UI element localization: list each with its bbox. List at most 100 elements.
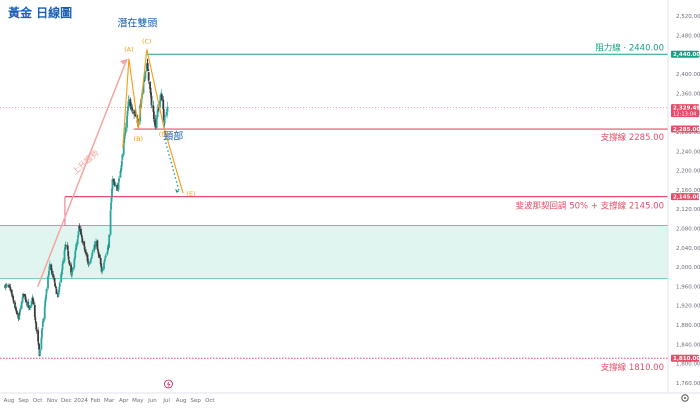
candle-body xyxy=(20,301,23,309)
candle-body xyxy=(58,282,61,287)
candle-body xyxy=(84,250,87,253)
candle-body xyxy=(80,234,83,236)
candle-body xyxy=(63,250,66,262)
candle-body xyxy=(48,270,50,276)
level-annotation: 支撐線 2285.00 xyxy=(601,132,664,143)
candle-body xyxy=(162,109,165,120)
price-label-text: 2,145.00 xyxy=(673,194,700,200)
candle-body xyxy=(34,316,37,321)
candle-body xyxy=(126,110,129,116)
candle-body xyxy=(101,268,104,272)
candle-body xyxy=(132,111,135,114)
pattern-point-label: (D) xyxy=(159,131,169,139)
pattern-point-label: (E) xyxy=(186,190,195,198)
candle-body xyxy=(120,160,123,166)
price-label-box xyxy=(671,125,699,133)
uptrend-arrowhead-icon xyxy=(120,59,128,65)
candle-body xyxy=(4,285,7,288)
candle-body xyxy=(38,344,40,350)
x-tick-label: Mar xyxy=(104,398,115,404)
pattern-point-label: (C) xyxy=(142,37,152,45)
candle-body xyxy=(39,349,41,356)
candle-body xyxy=(9,287,12,291)
level-annotation: 斐波那契回調 50% + 支撐線 2145.00 xyxy=(516,201,664,212)
x-tick-label: Jul xyxy=(162,398,170,404)
candle-body xyxy=(116,190,119,191)
candle-body xyxy=(24,295,27,300)
candle-body xyxy=(106,247,109,253)
candle-body xyxy=(100,267,103,272)
candle-body xyxy=(89,259,92,263)
candle-body xyxy=(88,262,91,265)
candle-body xyxy=(12,300,15,303)
y-tick-label: 2,280.00 xyxy=(676,130,700,136)
candle-body xyxy=(149,81,151,90)
candle-body xyxy=(64,244,67,246)
candle-body xyxy=(162,99,165,110)
candle-body xyxy=(62,260,64,264)
candle-body xyxy=(131,107,134,111)
candle-body xyxy=(55,286,57,289)
candle-body xyxy=(101,270,103,272)
candle-body xyxy=(48,266,51,271)
candle-body xyxy=(164,115,167,117)
candle-body xyxy=(134,113,137,117)
candle-body xyxy=(32,300,35,305)
candle-body xyxy=(103,260,106,263)
candle-body xyxy=(134,111,136,113)
candle-body xyxy=(77,231,80,236)
candle-body xyxy=(85,252,88,255)
candle-body xyxy=(40,337,43,350)
y-tick-label: 1,920.00 xyxy=(676,304,700,310)
candle-body xyxy=(12,296,15,300)
candle-body xyxy=(124,133,127,136)
candle-body xyxy=(163,116,166,124)
candle-body xyxy=(81,242,84,243)
candle-body xyxy=(55,288,58,295)
candle-body xyxy=(113,182,116,186)
candle-body xyxy=(152,111,155,120)
candle-body xyxy=(146,63,149,69)
candle-body xyxy=(91,251,94,253)
candle-body xyxy=(103,262,105,270)
double-top-pattern-line xyxy=(122,49,184,194)
neckline-label: 頸部 xyxy=(163,130,183,143)
price-label-subtext: 12:13:04 xyxy=(673,111,697,117)
candle-body xyxy=(33,304,36,317)
x-tick-label: Nov xyxy=(47,398,58,404)
candle-body xyxy=(165,112,168,115)
candle-body xyxy=(48,263,51,267)
candle-body xyxy=(50,269,53,271)
x-tick-label: Aug xyxy=(176,398,187,404)
candle-body xyxy=(111,188,113,198)
candle-body xyxy=(127,101,130,108)
candle-body xyxy=(22,293,25,295)
candle-body xyxy=(75,243,78,250)
candle-body xyxy=(104,256,107,259)
candle-body xyxy=(35,322,38,330)
candle-body xyxy=(151,105,153,106)
candle-body xyxy=(157,108,160,110)
candle-body xyxy=(160,94,163,101)
y-tick-label: 2,040.00 xyxy=(676,246,700,252)
x-tick-label: Oct xyxy=(205,398,215,404)
y-tick-label: 2,200.00 xyxy=(676,169,700,175)
candle-body xyxy=(41,327,44,330)
candle-body xyxy=(42,318,45,323)
y-tick-label: 2,080.00 xyxy=(676,226,700,232)
candle-body xyxy=(124,127,127,134)
candle-body xyxy=(150,95,153,106)
price-label-box xyxy=(671,50,699,58)
price-label-text: 2,440.00 xyxy=(673,52,700,58)
candle-body xyxy=(96,240,99,250)
y-tick-label: 2,400.00 xyxy=(676,72,700,78)
candle-body xyxy=(37,330,40,342)
candle-body xyxy=(84,250,87,252)
candle-body xyxy=(57,290,60,294)
candle-body xyxy=(147,68,150,72)
candle-body xyxy=(24,294,26,297)
candle-body xyxy=(47,275,50,277)
y-tick-label: 1,840.00 xyxy=(676,342,700,348)
y-tick-label: 1,880.00 xyxy=(676,323,700,329)
candle-body xyxy=(72,267,74,271)
